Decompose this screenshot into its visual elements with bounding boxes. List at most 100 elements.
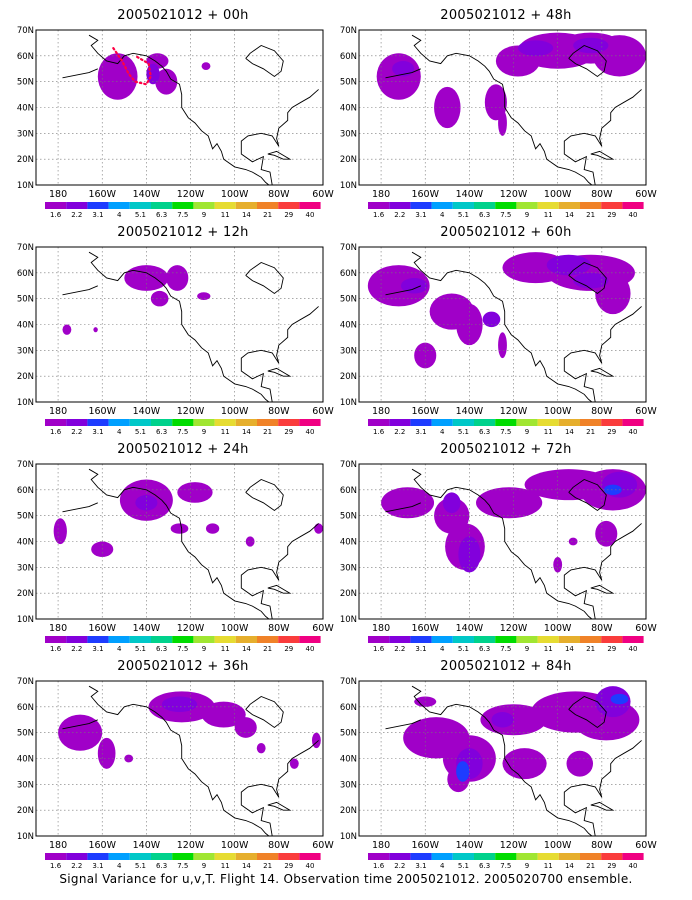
coastline [590, 367, 615, 377]
colorbar-segment [622, 202, 644, 209]
lon-label: 100W [221, 406, 249, 417]
colorbar-segment [601, 202, 623, 209]
lat-label: 40N [340, 755, 357, 765]
colorbar-label: 9 [202, 211, 206, 219]
colorbar-label: 21 [263, 645, 272, 653]
colorbar-segment [622, 419, 644, 426]
colorbar-label: 5.1 [135, 211, 146, 219]
map-frame [35, 680, 324, 837]
colorbar-segment [108, 419, 130, 426]
colorbar-label: 2.2 [71, 862, 82, 870]
variance-region [458, 536, 481, 573]
colorbar-segment [45, 419, 67, 426]
colorbar-segment [558, 419, 580, 426]
lon-label: 160W [411, 406, 439, 417]
colorbar-segment [516, 419, 538, 426]
colorbar-label: 9 [202, 645, 206, 653]
colorbar-segment [474, 853, 496, 860]
lat-label: 60N [340, 486, 357, 496]
lat-label: 30N [17, 346, 34, 356]
colorbar-label: 29 [284, 211, 293, 219]
colorbar-label: 21 [263, 428, 272, 436]
colorbar-segment [108, 202, 130, 209]
coastline [245, 44, 284, 78]
panel-72h: 2005021012 + 72h 70N 60N 50N 40N 30N 20N 10N 18… [340, 442, 666, 653]
lon-label: 120W [500, 189, 528, 200]
lon-label: 80W [268, 406, 290, 417]
colorbar-label: 3.1 [415, 211, 426, 219]
colorbar-segment [257, 419, 279, 426]
variance-region [573, 37, 609, 54]
lat-label: 70N [340, 26, 357, 36]
variance-map: 70N 60N 50N 40N 30N 20N 10N 180 160W 140W 120W 100W… [340, 460, 658, 653]
panel-title: 2005021012 + 00h [117, 8, 249, 23]
colorbar-label: 9 [525, 862, 529, 870]
coastline [411, 34, 593, 185]
panel-84h: 2005021012 + 84h 70N 60N 50N 40N 30N 20N 10N 18… [340, 659, 666, 870]
colorbar-label: 40 [629, 211, 638, 219]
colorbar-segment [66, 202, 88, 209]
map-frame [35, 29, 324, 186]
colorbar-segment [299, 419, 321, 426]
colorbar-label: 5.1 [135, 862, 146, 870]
colorbar-segment [410, 419, 432, 426]
map-area [36, 247, 323, 402]
coastline [568, 695, 607, 729]
variance-region [573, 272, 609, 289]
colorbar-segment [193, 636, 215, 643]
colorbar-label: 6.3 [479, 862, 490, 870]
variance-region [124, 265, 169, 291]
variance-region [161, 696, 198, 712]
panel-00h: 2005021012 + 00h 70N 60N 50N 40N 30N 20N 10N 18… [17, 8, 343, 219]
lat-label: 30N [340, 129, 357, 139]
coastline [385, 502, 421, 513]
lon-label: 120W [177, 623, 205, 634]
colorbar-label: 14 [242, 211, 251, 219]
colorbar-segment [87, 419, 109, 426]
lon-label: 100W [544, 840, 572, 851]
variance-map: 70N 60N 50N 40N 30N 20N 10N 180 160W 140W 120W 100W… [340, 26, 658, 219]
colorbar-label: 40 [306, 211, 315, 219]
colorbar-segment [368, 636, 390, 643]
colorbar-label: 1.6 [50, 862, 62, 870]
lon-label: 80W [591, 189, 613, 200]
lat-label: 30N [340, 780, 357, 790]
lat-label: 70N [17, 26, 34, 36]
colorbar-label: 11 [544, 428, 553, 436]
colorbar-label: 21 [586, 862, 595, 870]
lat-label: 50N [340, 78, 357, 88]
variance-region [205, 523, 220, 534]
colorbar-segment [495, 202, 517, 209]
lat-label: 50N [340, 729, 357, 739]
colorbar-segment [368, 202, 390, 209]
lat-label: 30N [340, 563, 357, 573]
coastline [62, 68, 98, 79]
lon-label: 100W [221, 623, 249, 634]
colorbar-label: 7.5 [177, 428, 188, 436]
colorbar-label: 29 [284, 862, 293, 870]
lon-label: 180 [49, 189, 67, 200]
colorbar-segment [474, 636, 496, 643]
lat-label: 10N [17, 398, 34, 408]
colorbar-segment [431, 853, 453, 860]
variance-region [604, 484, 622, 495]
lat-label: 20N [340, 589, 357, 599]
colorbar-segment [431, 636, 453, 643]
lat-label: 50N [340, 295, 357, 305]
colorbar-segment [601, 853, 623, 860]
colorbar-segment [495, 419, 517, 426]
colorbar-segment [495, 853, 517, 860]
colorbar-label: 9 [525, 645, 529, 653]
colorbar-segment [452, 419, 474, 426]
colorbar-label: 1.6 [373, 211, 385, 219]
map-frame [35, 463, 324, 620]
map-area [36, 30, 323, 185]
colorbar-segment [172, 202, 194, 209]
colorbar-label: 5.1 [458, 645, 469, 653]
colorbar-label: 6.3 [156, 645, 167, 653]
colorbar-label: 9 [525, 211, 529, 219]
lat-label: 70N [17, 460, 34, 470]
lon-label: 180 [372, 840, 390, 851]
colorbar-segment [235, 202, 257, 209]
colorbar-segment [214, 853, 236, 860]
